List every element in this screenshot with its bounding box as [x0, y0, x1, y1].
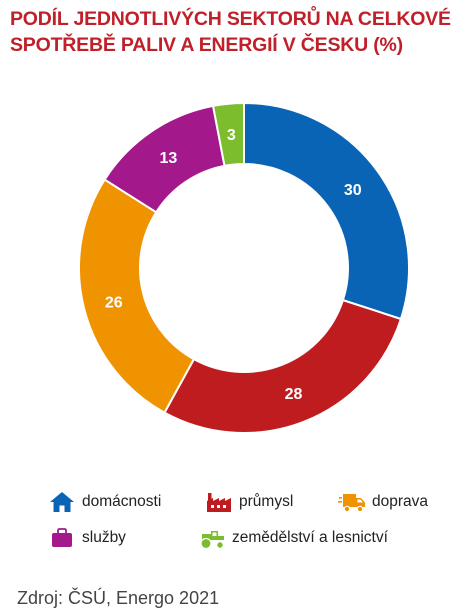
legend-item-domacnosti: domácnosti	[48, 490, 161, 514]
house-icon	[50, 492, 74, 512]
data-label-2: 28	[285, 386, 303, 403]
donut-slice-2	[163, 298, 403, 434]
briefcase-icon	[52, 528, 72, 547]
data-label-5: 3	[227, 127, 236, 144]
legend-item-zemedelstvi: zemědělství a lesnictví	[198, 526, 388, 550]
truck-icon	[338, 494, 365, 513]
factory-icon	[207, 493, 231, 512]
legend-label-zemedelstvi: zemědělství a lesnictví	[232, 529, 388, 546]
legend-item-sluzby: služby	[48, 526, 126, 550]
chart-title: PODÍL JEDNOTLIVÝCH SEKTORŮ NA CELKOVÉ SP…	[10, 6, 462, 58]
data-label-3: 26	[105, 294, 123, 311]
legend-label-doprava: doprava	[372, 493, 429, 510]
legend-label-prumysl: průmysl	[239, 493, 294, 510]
donut-chart: 30 28 26 13 3	[78, 101, 410, 434]
source-note: Zdroj: ČSÚ, Energo 2021	[17, 588, 220, 608]
donut-slice-5	[211, 101, 245, 168]
legend-item-doprava: doprava	[338, 490, 428, 514]
donut-slice-3	[78, 178, 196, 414]
data-label-4: 13	[160, 150, 178, 167]
chart-title-line-1: PODÍL JEDNOTLIVÝCH SEKTORŮ NA CELKOVÉ	[10, 8, 451, 30]
tractor-icon	[200, 531, 224, 550]
chart-title-line-2: SPOTŘEBĚ PALIV A ENERGIÍ V ČESKU (%)	[10, 34, 403, 56]
data-label-1: 30	[344, 182, 362, 199]
legend-label-sluzby: služby	[82, 529, 126, 546]
donut-slice-1	[243, 101, 410, 321]
legend-item-prumysl: průmysl	[205, 490, 293, 514]
legend-label-domacnosti: domácnosti	[82, 493, 162, 510]
